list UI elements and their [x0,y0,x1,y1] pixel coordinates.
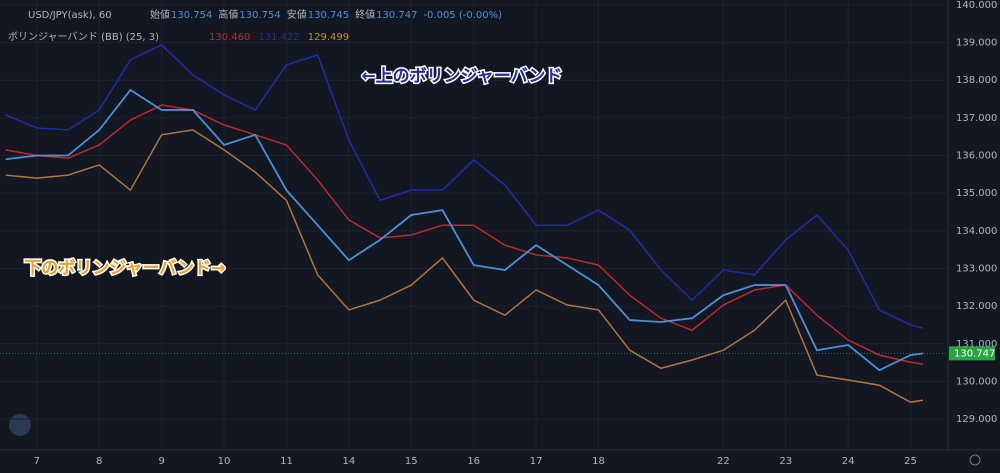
y-tick-label: 137.000 [956,113,997,124]
y-tick-label: 134.000 [956,226,997,237]
y-tick-label: 135.000 [956,188,997,199]
annotation: 下のボリンジャーバンド→ [24,258,225,278]
x-tick-label: 22 [717,456,730,467]
indicator-value: 130.460 [209,32,250,43]
y-tick-label: 130.000 [956,376,997,387]
series-line [5,129,924,403]
last-price-box [949,346,995,361]
y-tick-label: 140.000 [956,0,997,11]
x-tick-label: 8 [96,456,102,467]
x-tick-label: 24 [842,456,855,467]
series-line [5,88,924,372]
y-tick-label: 136.000 [956,151,997,162]
indicator-value: 131.422 [258,32,299,43]
ohlc-label: 安値 [287,8,307,21]
y-tick-label: 129.000 [956,414,997,425]
x-tick-label: 16 [467,456,480,467]
indicator-label: ボリンジャーバンド (BB) (25, 3) [8,31,159,43]
x-tick-label: 9 [158,456,164,467]
x-tick-label: 11 [280,456,293,467]
y-tick-label: 138.000 [956,75,997,86]
ohlc-label: 始値 [150,8,170,21]
y-tick-label: 133.000 [956,263,997,274]
y-tick-label: 139.000 [956,38,997,49]
x-tick-label: 10 [218,456,231,467]
x-tick-label: 23 [779,456,792,467]
chart-title: USD/JPY(ask), 60 [28,10,112,21]
ohlc-label: 終値 [355,8,375,21]
x-tick-label: 7 [34,456,40,467]
ohlc-label: 高値 [218,8,238,21]
x-tick-label: 14 [343,456,356,467]
annotation: ←上のボリンジャーバンド [361,66,562,86]
y-tick-label: 131.000 [956,339,997,350]
ohlc-value: 130.754 [171,10,212,21]
x-tick-label: 25 [904,456,917,467]
series-line [5,43,924,329]
settings-icon[interactable] [969,454,981,466]
y-tick-label: 132.000 [956,301,997,312]
x-tick-label: 15 [405,456,418,467]
change: -0.005 (-0.00%) [423,10,502,21]
ohlc-value: 130.747 [376,10,417,21]
logo [9,414,31,436]
x-tick-label: 17 [530,456,543,467]
ohlc-value: 130.745 [308,10,349,21]
indicator-value: 129.499 [308,32,349,43]
ohlc-value: 130.754 [239,10,280,21]
x-tick-label: 18 [592,456,605,467]
last-price-label: 130.747 [954,348,995,359]
